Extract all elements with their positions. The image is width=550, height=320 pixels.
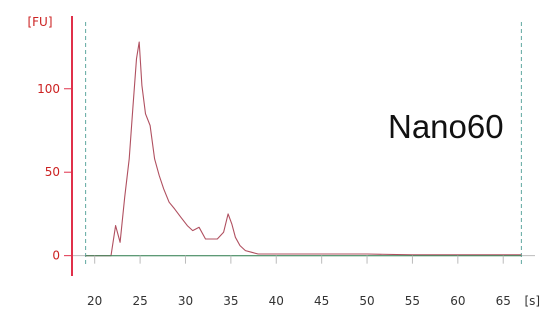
series-layer	[85, 41, 522, 257]
y-axis-unit-label: [FU]	[27, 15, 52, 29]
x-tick-label: 45	[314, 294, 329, 308]
x-tick-label: 20	[87, 294, 102, 308]
x-axis-unit-label: [s]	[524, 294, 540, 308]
y-tick-label: 100	[37, 82, 60, 96]
x-tick-label: 65	[496, 294, 511, 308]
sample-annotation: Nano60	[388, 108, 504, 145]
x-tick-label: 40	[269, 294, 284, 308]
trace-line	[85, 41, 522, 257]
x-tick-label: 25	[132, 294, 147, 308]
y-tick-label: 0	[52, 249, 60, 263]
x-tick-label: 60	[450, 294, 465, 308]
x-tick-label: 35	[223, 294, 238, 308]
y-tick-label: 50	[45, 165, 60, 179]
x-tick-label: 55	[405, 294, 420, 308]
y-ticks: 0 50 100	[37, 82, 72, 263]
x-tick-label: 50	[359, 294, 374, 308]
reference-lines	[85, 22, 522, 264]
x-ticks: 20 25 30 35 40 45 50 55 60 65	[87, 255, 511, 308]
x-tick-label: 30	[178, 294, 193, 308]
